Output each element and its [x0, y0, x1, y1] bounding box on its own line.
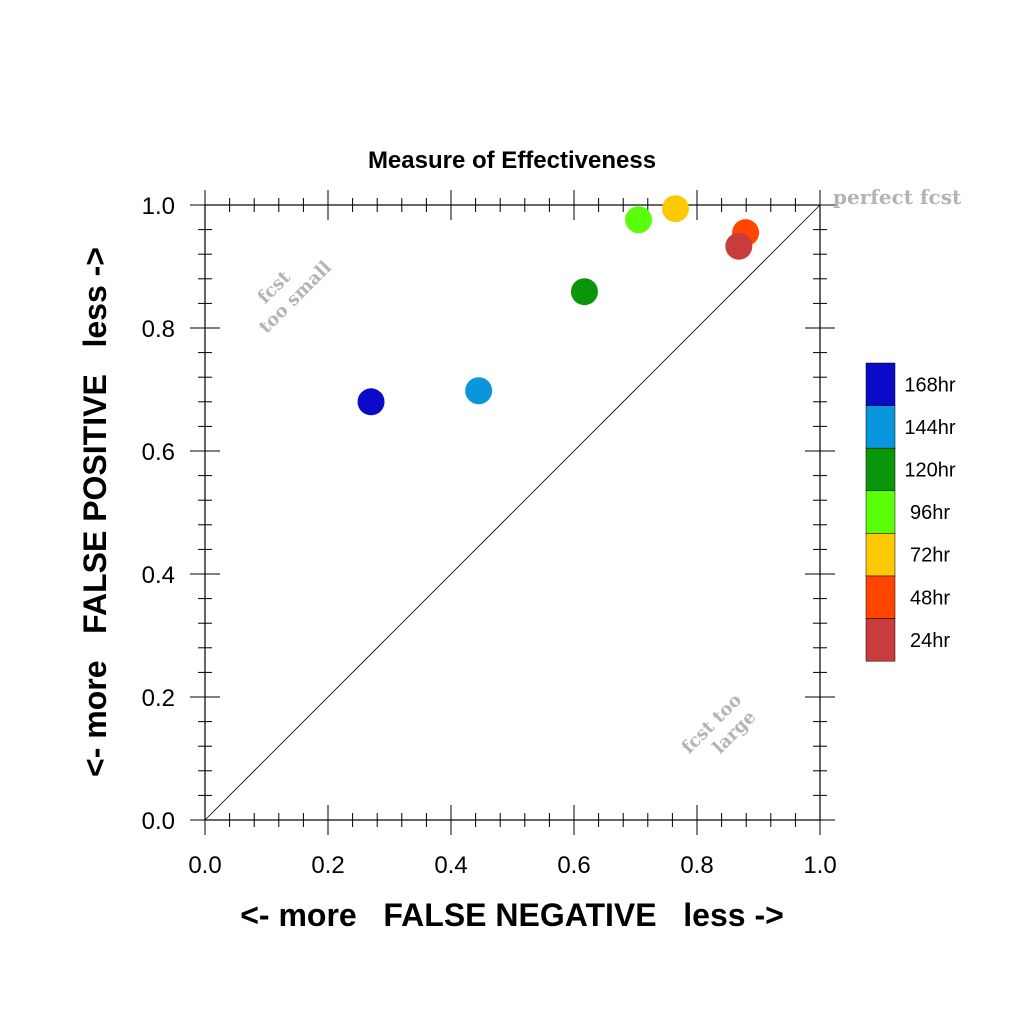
x-tick-label: 0.0 — [188, 852, 221, 879]
annotation-fcst-too-small: fcst too small — [254, 257, 336, 338]
y-tick-label: 0.4 — [142, 562, 175, 589]
annotation-fcst-too-large: fcst too large — [678, 690, 761, 759]
legend-swatch-72hr — [865, 533, 896, 577]
legend-label-24hr: 24hr — [910, 630, 950, 652]
legend-label-48hr: 48hr — [910, 587, 950, 609]
legend-label-168hr: 168hr — [904, 374, 955, 396]
reference-diagonal — [204, 204, 821, 821]
legend-label-72hr: 72hr — [910, 545, 950, 567]
x-tick-label: 0.4 — [434, 852, 467, 879]
y-tick-label: 0.6 — [142, 439, 175, 466]
x-tick-label: 0.2 — [311, 852, 344, 879]
plot-frame — [204, 204, 821, 821]
legend-swatch-120hr — [865, 447, 896, 492]
data-points — [357, 195, 760, 416]
legend-label-120hr: 120hr — [904, 460, 955, 482]
data-point-168hr — [357, 388, 385, 416]
axis-ticks — [190, 190, 835, 835]
y-tick-label: 0.8 — [142, 316, 175, 343]
data-point-120hr — [570, 278, 598, 306]
legend-swatch-24hr — [865, 618, 896, 662]
x-axis-label: <- more FALSE NEGATIVE less -> — [240, 897, 784, 933]
legend-swatch-144hr — [865, 405, 896, 449]
legend-label-144hr: 144hr — [904, 417, 955, 439]
y-tick-label: 0.0 — [142, 808, 175, 835]
data-point-144hr — [465, 377, 493, 405]
legend-swatch-96hr — [865, 490, 896, 534]
legend-label-96hr: 96hr — [910, 502, 950, 524]
x-tick-label: 1.0 — [803, 852, 836, 879]
legend: 168hr 144hr 120hr 96hr 72hr 48hr 24hr — [865, 362, 956, 662]
chart-title: Measure of Effectiveness — [368, 147, 656, 174]
annotation-perfect-fcst: perfect fcst — [833, 185, 962, 209]
y-tick-label: 0.2 — [142, 685, 175, 712]
x-tick-label: 0.8 — [680, 852, 713, 879]
data-point-24hr — [725, 232, 753, 260]
axis-tick-labels: 0.0 0.2 0.4 0.6 0.8 1.0 0.0 0.2 0.4 0.6 0.8 1.0 — [142, 193, 837, 879]
y-tick-label: 1.0 — [142, 193, 175, 220]
x-tick-label: 0.6 — [557, 852, 590, 879]
data-point-72hr — [661, 195, 689, 223]
legend-swatch-168hr — [865, 362, 896, 406]
legend-swatch-48hr — [865, 575, 896, 619]
y-axis-label: <- more FALSE POSITIVE less -> — [77, 247, 113, 777]
plot-area: 0.0 0.2 0.4 0.6 0.8 1.0 0.0 0.2 0.4 0.6 0.8 1.0 — [142, 190, 837, 879]
data-point-96hr — [625, 206, 653, 234]
